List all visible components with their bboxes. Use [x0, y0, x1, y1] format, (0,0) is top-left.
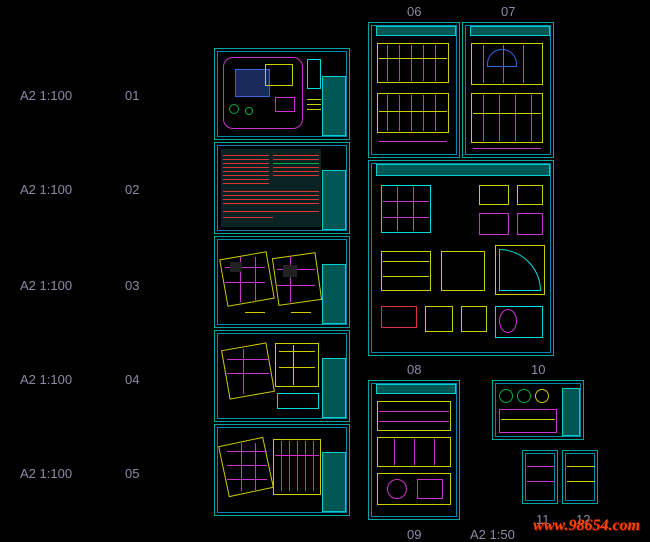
spec-table [221, 149, 321, 227]
drawing-frame [525, 453, 555, 501]
scale-label-05: A2 1:100 [20, 466, 72, 481]
room [230, 262, 242, 272]
room [283, 265, 297, 277]
detail [425, 306, 453, 332]
title-block [322, 452, 346, 512]
sheet-num-07: 07 [501, 4, 515, 19]
title-block-h [376, 164, 550, 176]
plan-left [221, 342, 275, 399]
drawing-frame [565, 453, 595, 501]
sheet-num-03: 03 [125, 278, 139, 293]
scale-label-bot: A2 1:50 [470, 527, 515, 542]
plan-left [219, 251, 275, 307]
detail [479, 213, 509, 235]
detail [381, 251, 431, 291]
detail [479, 185, 509, 205]
detail [517, 185, 543, 205]
title-block [322, 264, 346, 324]
plan-right [272, 252, 322, 306]
watermark-text: www.98654.com [533, 517, 640, 535]
plant-detail [535, 389, 549, 403]
sheet-num-10: 10 [531, 362, 545, 377]
title-block-h [470, 26, 550, 36]
section-2 [471, 93, 543, 143]
plant-detail [499, 389, 513, 403]
scale-label-02: A2 1:100 [20, 182, 72, 197]
detail [441, 251, 485, 291]
scale-label-04: A2 1:100 [20, 372, 72, 387]
detail [377, 401, 451, 431]
sheet-thumb-11[interactable] [522, 450, 558, 504]
sheet-thumb-07[interactable] [462, 22, 554, 158]
detail [461, 306, 487, 332]
sheet-thumb-04[interactable] [214, 330, 350, 422]
sheet-thumb-02[interactable] [214, 142, 350, 234]
sheet-thumb-10[interactable] [492, 380, 584, 440]
title-block [562, 388, 580, 436]
rect [417, 479, 443, 499]
sheet-num-09: 09 [407, 527, 421, 542]
title-block-h [376, 384, 456, 394]
sheet-num-02: 02 [125, 182, 139, 197]
tree-icon [245, 107, 253, 115]
circle [387, 479, 407, 499]
plant-detail [517, 389, 531, 403]
section [499, 409, 557, 433]
sheet-thumb-08[interactable] [368, 160, 554, 356]
sheet-thumb-12[interactable] [562, 450, 598, 504]
sheet-thumb-05[interactable] [214, 424, 350, 516]
title-block [322, 358, 346, 418]
tree-icon [229, 104, 239, 114]
detail [517, 213, 543, 235]
sheet-thumb-01[interactable] [214, 48, 350, 140]
sheet-num-01: 01 [125, 88, 139, 103]
sheet-thumb-06[interactable] [368, 22, 460, 158]
hatch [381, 306, 417, 328]
sheet-thumb-03[interactable] [214, 236, 350, 328]
title-block [322, 170, 346, 230]
title-block-h [376, 26, 456, 36]
legend-box [307, 59, 321, 89]
circle-det [499, 309, 517, 333]
sheet-thumb-09[interactable] [368, 380, 460, 520]
detail-plan [381, 185, 431, 233]
building-outline [265, 64, 293, 86]
sheet-num-08: 08 [407, 362, 421, 377]
title-block [322, 76, 346, 136]
plan-right [275, 343, 319, 387]
scale-label-03: A2 1:100 [20, 278, 72, 293]
sheet-num-04: 04 [125, 372, 139, 387]
sheet-num-05: 05 [125, 466, 139, 481]
detail-box [275, 97, 295, 112]
scale-label-01: A2 1:100 [20, 88, 72, 103]
sheet-num-06: 06 [407, 4, 421, 19]
schedule-table [277, 393, 319, 409]
